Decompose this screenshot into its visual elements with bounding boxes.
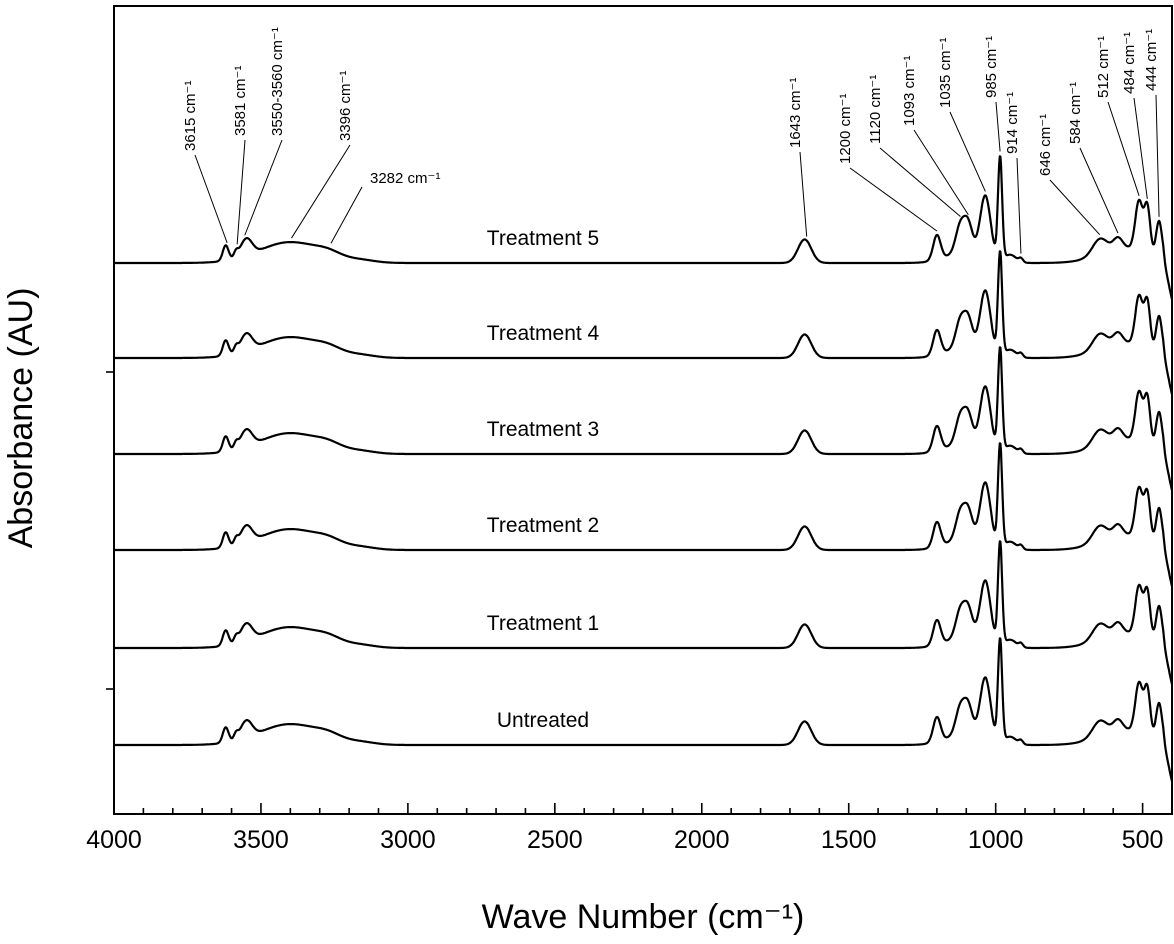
peak-annotations: 3615 cm⁻¹ 3581 cm⁻¹ 3550-3560 cm⁻¹ 3396 cm⁻… — [182, 27, 1160, 254]
annotation-leader — [849, 167, 938, 232]
spectrum-line — [113, 637, 1174, 782]
annotation-label: 646 cm⁻¹ — [1037, 114, 1054, 176]
annotation-label: 584 cm⁻¹ — [1067, 82, 1084, 144]
spectrum-line — [113, 346, 1174, 491]
annotation-leader — [913, 129, 969, 215]
x-tick-label: 2000 — [674, 826, 730, 854]
annotation-label: 914 cm⁻¹ — [1004, 92, 1021, 154]
x-tick-label: 3500 — [233, 826, 289, 854]
annotation-label: 512 cm⁻¹ — [1095, 36, 1112, 98]
annotation-label: 3550-3560 cm⁻¹ — [269, 27, 286, 136]
series-label: Untreated — [497, 709, 589, 732]
annotation-label: 3581 cm⁻¹ — [232, 66, 249, 136]
annotation-label: 3282 cm⁻¹ — [370, 170, 440, 187]
series-label: Treatment 3 — [487, 418, 599, 441]
annotation-label: 1093 cm⁻¹ — [901, 56, 918, 126]
x-tick-label: 1000 — [968, 826, 1024, 854]
annotation-label: 1035 cm⁻¹ — [937, 38, 954, 108]
annotation-leader — [291, 144, 351, 239]
spectra: Treatment 5 Treatment 4 Treatment 3 Treatme… — [113, 155, 1174, 782]
spectrum-line — [113, 540, 1174, 685]
series-label: Treatment 5 — [487, 227, 599, 250]
annotation-leader — [1133, 97, 1148, 199]
annotation-leader — [194, 154, 228, 244]
annotation-leader — [799, 151, 808, 237]
annotation-leader — [995, 101, 1001, 152]
annotation-leader — [330, 186, 363, 244]
annotation-label: 484 cm⁻¹ — [1121, 32, 1138, 94]
annotation-label: 1200 cm⁻¹ — [837, 94, 854, 164]
x-tick-label: 3000 — [380, 826, 436, 854]
annotation-leader — [879, 147, 961, 217]
series-label: Treatment 1 — [487, 612, 599, 635]
annotation-leader — [1155, 94, 1160, 217]
annotation-leader — [244, 139, 283, 236]
x-tick-label: 500 — [1122, 826, 1164, 854]
x-axis-title: Wave Number (cm⁻¹) — [482, 898, 805, 936]
annotation-leader — [1079, 147, 1119, 234]
annotation-leader — [1049, 179, 1101, 236]
x-tick-label: 2500 — [527, 826, 583, 854]
series-label: Treatment 2 — [487, 514, 599, 537]
spectrum-line — [113, 155, 1174, 300]
annotation-label: 3615 cm⁻¹ — [182, 81, 199, 151]
annotation-label: 985 cm⁻¹ — [983, 36, 1000, 98]
spectrum-line — [113, 442, 1174, 587]
annotation-label: 444 cm⁻¹ — [1143, 29, 1160, 91]
y-axis-title: Absorbance (AU) — [2, 288, 40, 549]
annotation-label: 3396 cm⁻¹ — [337, 71, 354, 141]
annotation-leader — [1107, 101, 1140, 196]
annotation-label: 1120 cm⁻¹ — [867, 75, 884, 144]
spectrum-line — [113, 250, 1174, 395]
x-tick-label: 1500 — [821, 826, 877, 854]
x-tick-label: 4000 — [86, 826, 142, 854]
x-axis-ticks: 4000 3500 3000 2500 2000 1500 1000 500 — [86, 803, 1173, 854]
annotation-label: 1643 cm⁻¹ — [787, 78, 804, 148]
annotation-leader — [949, 111, 986, 192]
series-label: Treatment 4 — [487, 322, 600, 345]
annotation-leader — [1016, 157, 1022, 254]
annotation-leader — [236, 139, 246, 245]
